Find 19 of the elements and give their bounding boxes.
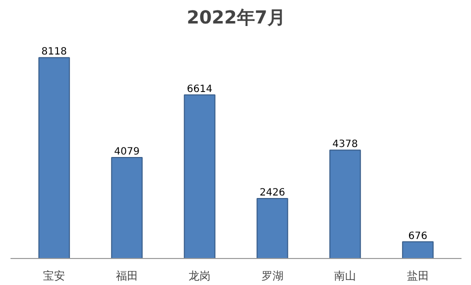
- chart-title: 2022年7月: [186, 8, 286, 28]
- data-label: 4079: [114, 146, 140, 158]
- bar: [184, 94, 216, 258]
- bar: [402, 241, 434, 258]
- bar: [329, 150, 361, 258]
- bar: [38, 57, 70, 258]
- x-tick-label: 宝安: [43, 270, 66, 282]
- x-tick-label: 盐田: [406, 270, 429, 282]
- bar: [111, 157, 143, 258]
- data-label: 6614: [186, 84, 212, 95]
- bar: [256, 198, 288, 258]
- data-label: 676: [408, 230, 428, 242]
- x-tick-label: 龙岗: [188, 270, 211, 282]
- x-tick-label: 罗湖: [261, 270, 284, 282]
- data-label: 2426: [260, 187, 286, 198]
- data-label: 8118: [41, 46, 67, 58]
- x-tick-label: 南山: [334, 270, 356, 282]
- x-tick-label: 福田: [116, 270, 138, 282]
- data-label: 4378: [332, 139, 358, 150]
